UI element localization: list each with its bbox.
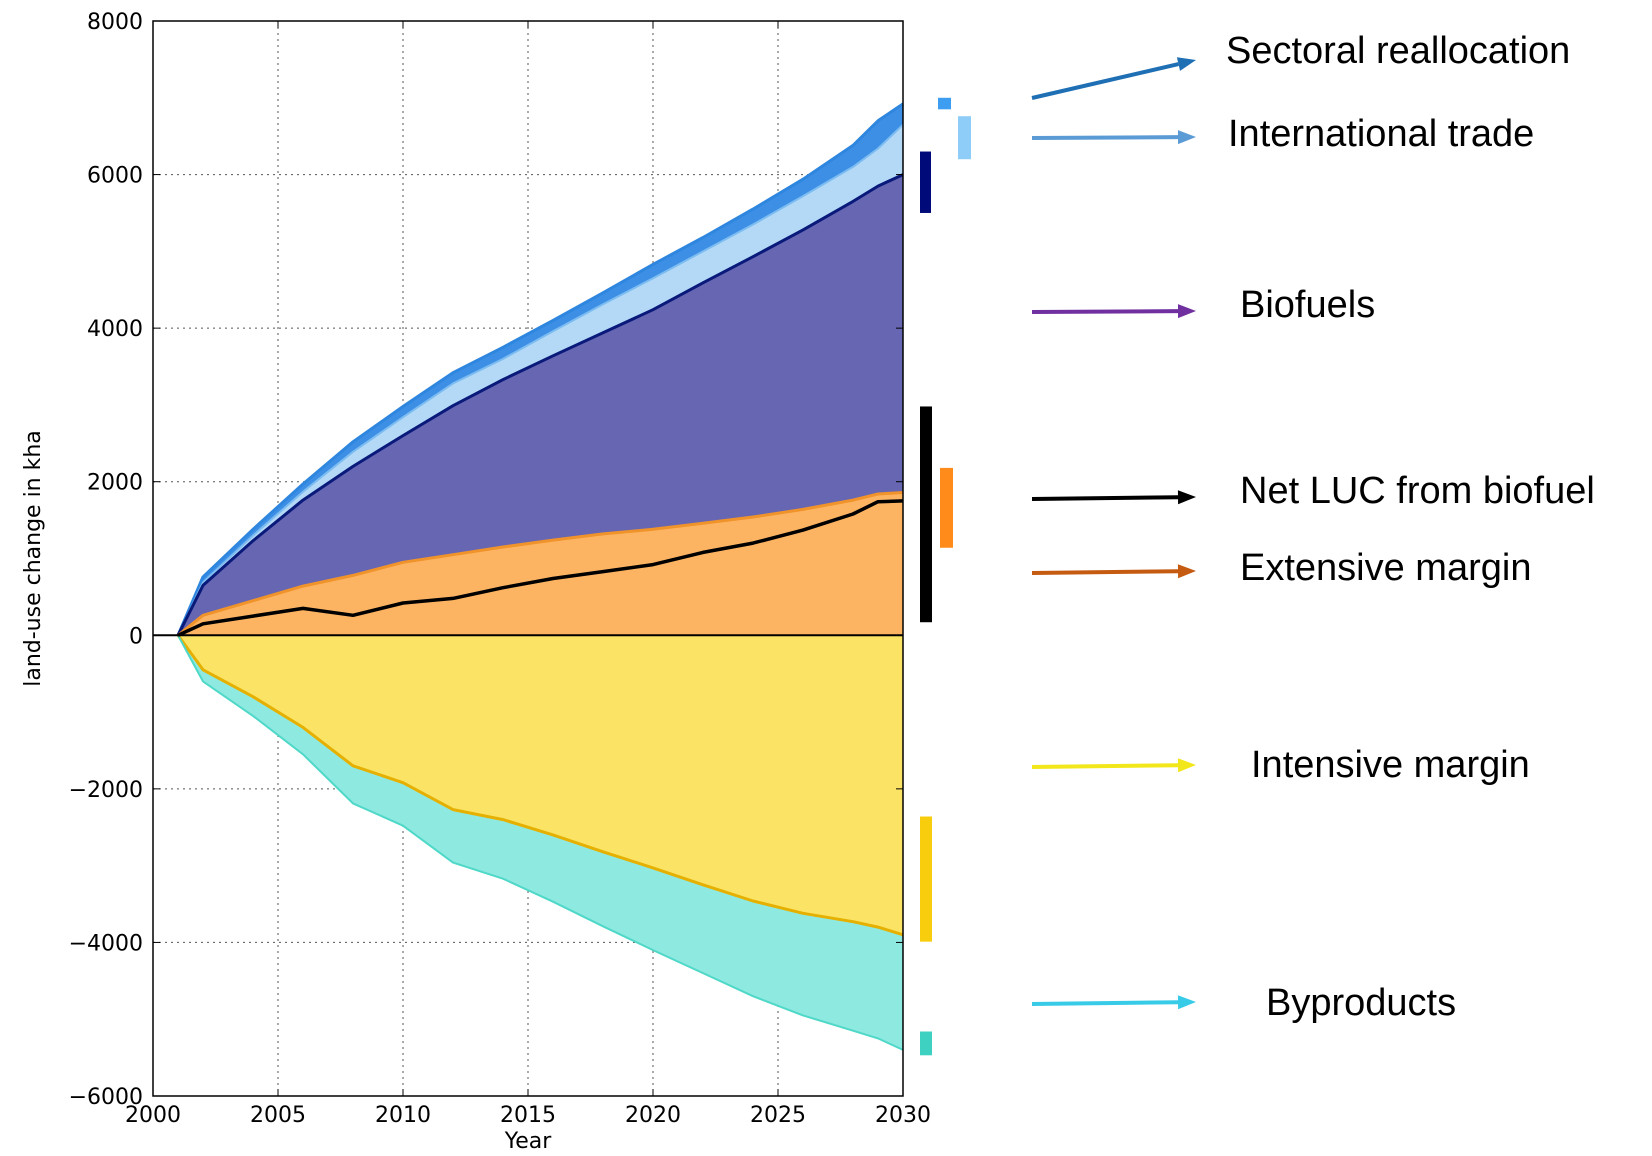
x-tick-label: 2015: [500, 1103, 556, 1128]
annotation-arrow: [1031, 309, 1179, 314]
annotation-arrowhead: [1177, 304, 1196, 319]
range-bar: [958, 116, 971, 160]
annotation: Sectoral reallocation: [1031, 30, 1570, 100]
annotation-arrow: [1031, 1000, 1179, 1006]
annotation-arrowhead: [1177, 490, 1196, 505]
international-trade-area: [178, 124, 903, 636]
sectoral-reallocation-line: [176, 102, 904, 636]
annotation: Intensive margin: [1031, 744, 1530, 786]
y-tick-label: 8000: [87, 10, 143, 35]
annotation-arrow: [1031, 569, 1179, 575]
byproducts-line: [177, 634, 904, 1051]
annotation-arrowhead: [1177, 995, 1196, 1010]
biofuels-line: [176, 173, 904, 636]
annotations: Sectoral reallocation International trade…: [1031, 30, 1595, 1024]
net-luc-line: [177, 499, 904, 637]
range-bar: [920, 151, 931, 213]
intensive-margin-line: [176, 634, 904, 937]
area-layers: [178, 103, 903, 1050]
extensive-margin-line: [177, 491, 904, 637]
annotation-arrowhead: [1177, 758, 1196, 773]
sectoral-reallocation-area: [178, 103, 903, 636]
extensive-margin-area: [178, 492, 903, 636]
x-tick-label: 2020: [625, 1103, 681, 1128]
y-axis-label: land-use change in kha: [21, 430, 46, 687]
annotation-label: International trade: [1228, 113, 1534, 155]
y-tick-label: 6000: [87, 164, 143, 189]
byproducts-area: [178, 635, 903, 1050]
y-tick-label: −2000: [69, 778, 143, 803]
annotation-label: Byproducts: [1266, 982, 1456, 1024]
annotation-label: Sectoral reallocation: [1226, 30, 1570, 72]
annotation: International trade: [1031, 113, 1534, 155]
y-tick-label: −6000: [69, 1085, 143, 1110]
annotation-label: Biofuels: [1240, 284, 1375, 326]
annotation-arrowhead: [1177, 130, 1196, 145]
annotation: Net LUC from biofuel: [1031, 470, 1595, 512]
y-tick-label: 4000: [87, 317, 143, 342]
annotation-arrowhead: [1177, 564, 1196, 579]
annotation-label: Extensive margin: [1240, 547, 1531, 589]
range-bar: [940, 467, 953, 548]
x-tick-label: 2030: [875, 1103, 931, 1128]
international-trade-line: [177, 123, 904, 636]
ticks: 2000 2005 2010 2015 2020 2025 2030 8000 6000 4000…: [69, 10, 931, 1128]
x-tick-label: 2005: [250, 1103, 306, 1128]
intensive-margin-area: [178, 635, 903, 935]
annotation-arrow: [1031, 135, 1179, 140]
annotation: Biofuels: [1031, 284, 1375, 326]
x-tick-label: 2010: [375, 1103, 431, 1128]
range-bar: [920, 1031, 932, 1056]
x-tick-label: 2025: [750, 1103, 806, 1128]
annotation-label: Intensive margin: [1251, 744, 1530, 786]
annotation-label: Net LUC from biofuel: [1240, 470, 1595, 512]
annotation-arrowhead: [1176, 57, 1196, 71]
y-tick-label: 0: [129, 624, 143, 649]
annotation-arrow: [1031, 62, 1179, 100]
range-bar: [920, 406, 932, 623]
range-bar: [920, 816, 932, 942]
annotation: Extensive margin: [1031, 547, 1531, 589]
y-tick-label: 2000: [87, 471, 143, 496]
range-bar: [938, 97, 951, 110]
x-tick-label: 2000: [125, 1103, 181, 1128]
annotation: Byproducts: [1031, 982, 1456, 1024]
x-axis-label: Year: [504, 1129, 553, 1154]
series-lines: [153, 102, 904, 1051]
range-bars: [920, 97, 971, 1056]
y-tick-label: −4000: [69, 931, 143, 956]
annotation-arrow: [1031, 763, 1179, 769]
annotation-arrow: [1031, 495, 1179, 501]
